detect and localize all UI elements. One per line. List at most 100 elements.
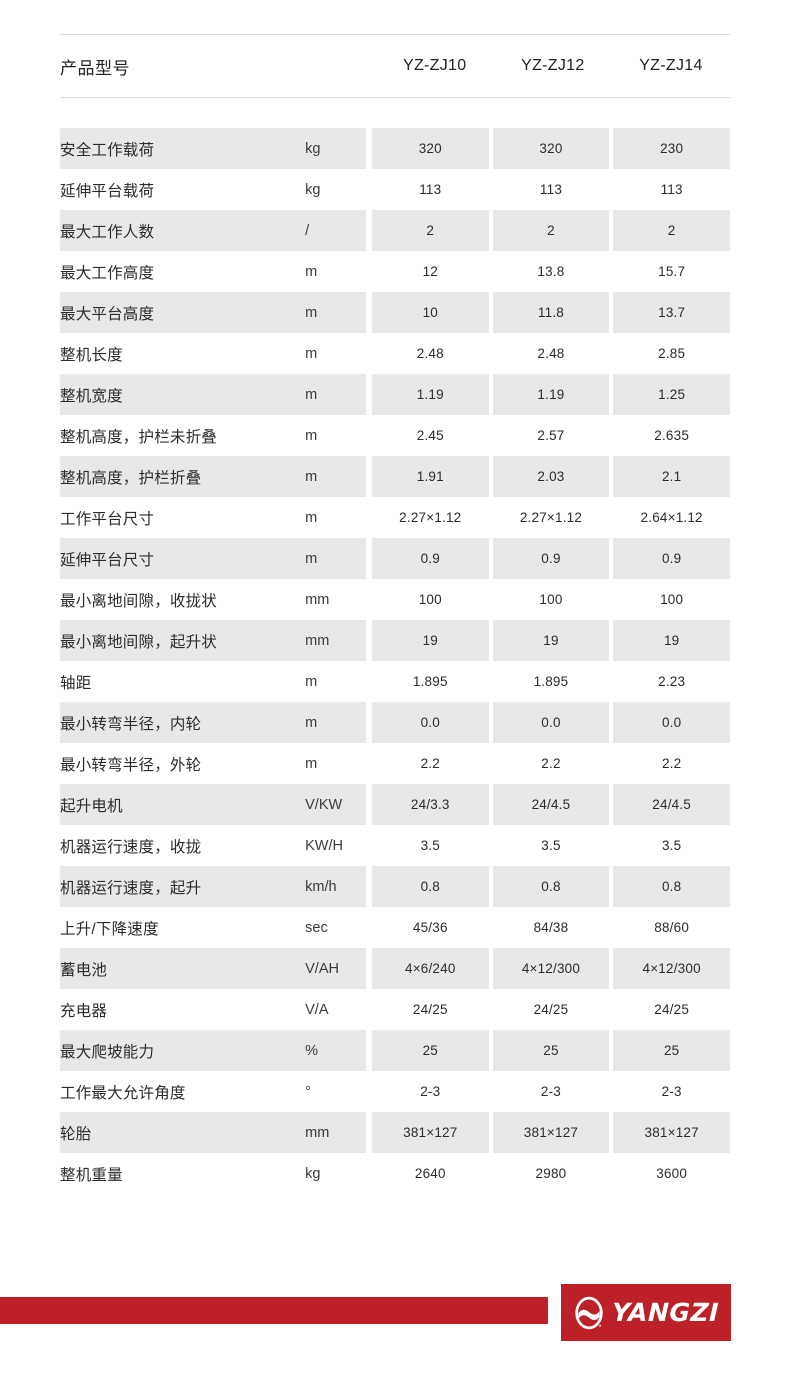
row-value-model-1: 19 <box>371 620 489 661</box>
yangzi-oval-wave-icon <box>575 1296 603 1329</box>
row-value-model-2: 2.48 <box>537 346 565 361</box>
header-model-2: YZ-ZJ12 <box>521 57 585 74</box>
row-value-model-2: 0.8 <box>492 866 610 907</box>
row-unit: kg <box>305 1165 321 1182</box>
row-value-model-2: 0.9 <box>492 538 610 579</box>
table-row: 机器运行速度，收拢 KW/H 3.5 3.5 3.5 <box>0 825 790 866</box>
row-parameter-name: 延伸平台尺寸 <box>60 538 306 579</box>
row-value-model-3: 113 <box>660 182 683 197</box>
row-unit: V/A <box>305 1001 329 1018</box>
row-parameter-name: 轮胎 <box>60 1112 306 1153</box>
row-unit: m <box>305 702 366 743</box>
row-value-model-2: 2980 <box>535 1166 567 1181</box>
table-row: 整机高度，护栏未折叠 m 2.45 2.57 2.635 <box>0 415 790 456</box>
row-value-model-1: 4×6/240 <box>371 948 489 989</box>
row-value-model-3: 2.635 <box>654 428 690 443</box>
brand-name-text: YANGZI <box>611 1298 720 1327</box>
specification-table: 产品型号 YZ-ZJ10 YZ-ZJ12 YZ-ZJ14 安全工作载荷 kg 320… <box>0 34 790 1194</box>
table-row: 工作最大允许角度 ° 2-3 2-3 2-3 <box>0 1071 790 1112</box>
brand-logo: YANGZI <box>561 1284 731 1341</box>
row-value-model-2: 4×12/300 <box>492 948 610 989</box>
row-value-model-3: 2.1 <box>613 456 730 497</box>
row-unit: m <box>305 673 318 690</box>
row-value-model-1: 25 <box>371 1030 489 1071</box>
table-row: 安全工作载荷 kg 320 320 230 <box>0 128 790 169</box>
row-value-model-2: 381×127 <box>492 1112 610 1153</box>
table-header-row: 产品型号 YZ-ZJ10 YZ-ZJ12 YZ-ZJ14 <box>0 35 790 97</box>
table-row: 充电器 V/A 24/25 24/25 24/25 <box>0 989 790 1030</box>
row-parameter-name: 上升/下降速度 <box>60 920 159 938</box>
row-parameter-name: 机器运行速度，起升 <box>60 866 306 907</box>
row-unit: kg <box>305 128 366 169</box>
row-value-model-3: 3600 <box>656 1166 688 1181</box>
row-value-model-3: 2.85 <box>658 346 686 361</box>
row-value-model-3: 2.2 <box>661 756 682 771</box>
row-value-model-3: 13.7 <box>613 292 730 333</box>
table-row: 最小转弯半径，内轮 m 0.0 0.0 0.0 <box>0 702 790 743</box>
table-row: 整机宽度 m 1.19 1.19 1.25 <box>0 374 790 415</box>
row-value-model-2: 2.27×1.12 <box>519 510 583 525</box>
table-row: 最大工作人数/2 2 2 <box>0 210 790 251</box>
row-value-model-1: 0.9 <box>371 538 489 579</box>
row-value-model-2: 84/38 <box>533 920 569 935</box>
row-value-model-2: 320 <box>492 128 610 169</box>
row-value-model-3: 2-3 <box>661 1084 682 1099</box>
row-parameter-name: 最大爬坡能力 <box>60 1030 306 1071</box>
row-parameter-name: 整机长度 <box>60 346 123 364</box>
row-value-model-1: 24/3.3 <box>371 784 489 825</box>
row-parameter-name: 延伸平台载荷 <box>60 182 155 200</box>
row-value-model-1: 12 <box>422 264 438 279</box>
row-value-model-1: 320 <box>371 128 489 169</box>
table-row: 整机重量 kg 2640 2980 3600 <box>0 1153 790 1194</box>
row-value-model-2: 19 <box>492 620 610 661</box>
row-value-model-3: 1.25 <box>613 374 730 415</box>
table-row: 最大爬坡能力% 25 25 25 <box>0 1030 790 1071</box>
row-value-model-1: 10 <box>371 292 489 333</box>
row-parameter-name: 工作最大允许角度 <box>60 1084 186 1102</box>
row-value-model-2: 113 <box>539 182 563 197</box>
row-parameter-name: 最大工作高度 <box>60 264 155 282</box>
row-unit: mm <box>305 620 366 661</box>
row-value-model-2: 2 <box>492 210 610 251</box>
table-row: 轮胎 mm 381×127 381×127 381×127 <box>0 1112 790 1153</box>
table-row: 最大平台高度 m 10 11.8 13.7 <box>0 292 790 333</box>
row-parameter-name: 整机宽度 <box>60 374 306 415</box>
row-unit: V/AH <box>305 948 366 989</box>
table-row: 最小离地间隙，收拢状 mm 100 100 100 <box>0 579 790 620</box>
row-value-model-3: 0.8 <box>613 866 730 907</box>
row-value-model-1: 1.19 <box>371 374 489 415</box>
row-value-model-1: 113 <box>419 182 442 197</box>
row-parameter-name: 最大工作人数 <box>60 210 306 251</box>
table-row: 工作平台尺寸 m 2.27×1.12 2.27×1.12 2.64×1.12 <box>0 497 790 538</box>
row-value-model-3: 0.9 <box>613 538 730 579</box>
row-value-model-2: 13.8 <box>537 264 565 279</box>
row-parameter-name: 轴距 <box>60 674 92 692</box>
row-unit: m <box>305 427 318 444</box>
row-value-model-3: 24/4.5 <box>613 784 730 825</box>
row-parameter-name: 充电器 <box>60 1002 108 1020</box>
row-unit: / <box>305 210 366 251</box>
row-value-model-3: 2 <box>613 210 730 251</box>
row-unit: m <box>305 456 366 497</box>
row-parameter-name: 工作平台尺寸 <box>60 510 155 528</box>
row-value-model-1: 1.91 <box>371 456 489 497</box>
row-value-model-2: 25 <box>492 1030 610 1071</box>
row-parameter-name: 最大平台高度 <box>60 292 306 333</box>
row-unit: m <box>305 755 318 772</box>
row-unit: mm <box>305 1112 366 1153</box>
row-value-model-1: 381×127 <box>371 1112 489 1153</box>
row-value-model-2: 2.2 <box>541 756 561 771</box>
header-model-3: YZ-ZJ14 <box>639 57 703 74</box>
row-unit: % <box>305 1030 366 1071</box>
row-value-model-1: 2 <box>371 210 489 251</box>
header-model-1: YZ-ZJ10 <box>402 57 467 74</box>
header-product-model-label: 产品型号 <box>60 58 130 78</box>
table-row: 延伸平台载荷 kg 113 113 113 <box>0 169 790 210</box>
table-row: 最大工作高度 m 12 13.8 15.7 <box>0 251 790 292</box>
row-unit: m <box>305 345 318 362</box>
row-value-model-1: 3.5 <box>420 838 440 853</box>
row-value-model-3: 230 <box>613 128 730 169</box>
row-parameter-name: 整机高度，护栏折叠 <box>60 456 306 497</box>
row-value-model-3: 100 <box>660 592 684 607</box>
row-unit: kg <box>305 181 321 198</box>
